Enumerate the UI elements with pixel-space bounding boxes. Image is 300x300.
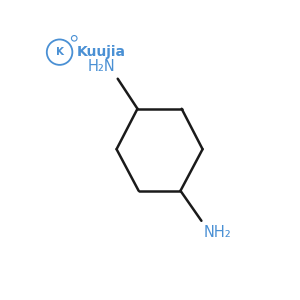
Text: Kuujia: Kuujia (77, 45, 126, 59)
Text: K: K (56, 47, 64, 57)
Text: NH₂: NH₂ (204, 225, 232, 240)
Text: H₂N: H₂N (88, 59, 116, 74)
